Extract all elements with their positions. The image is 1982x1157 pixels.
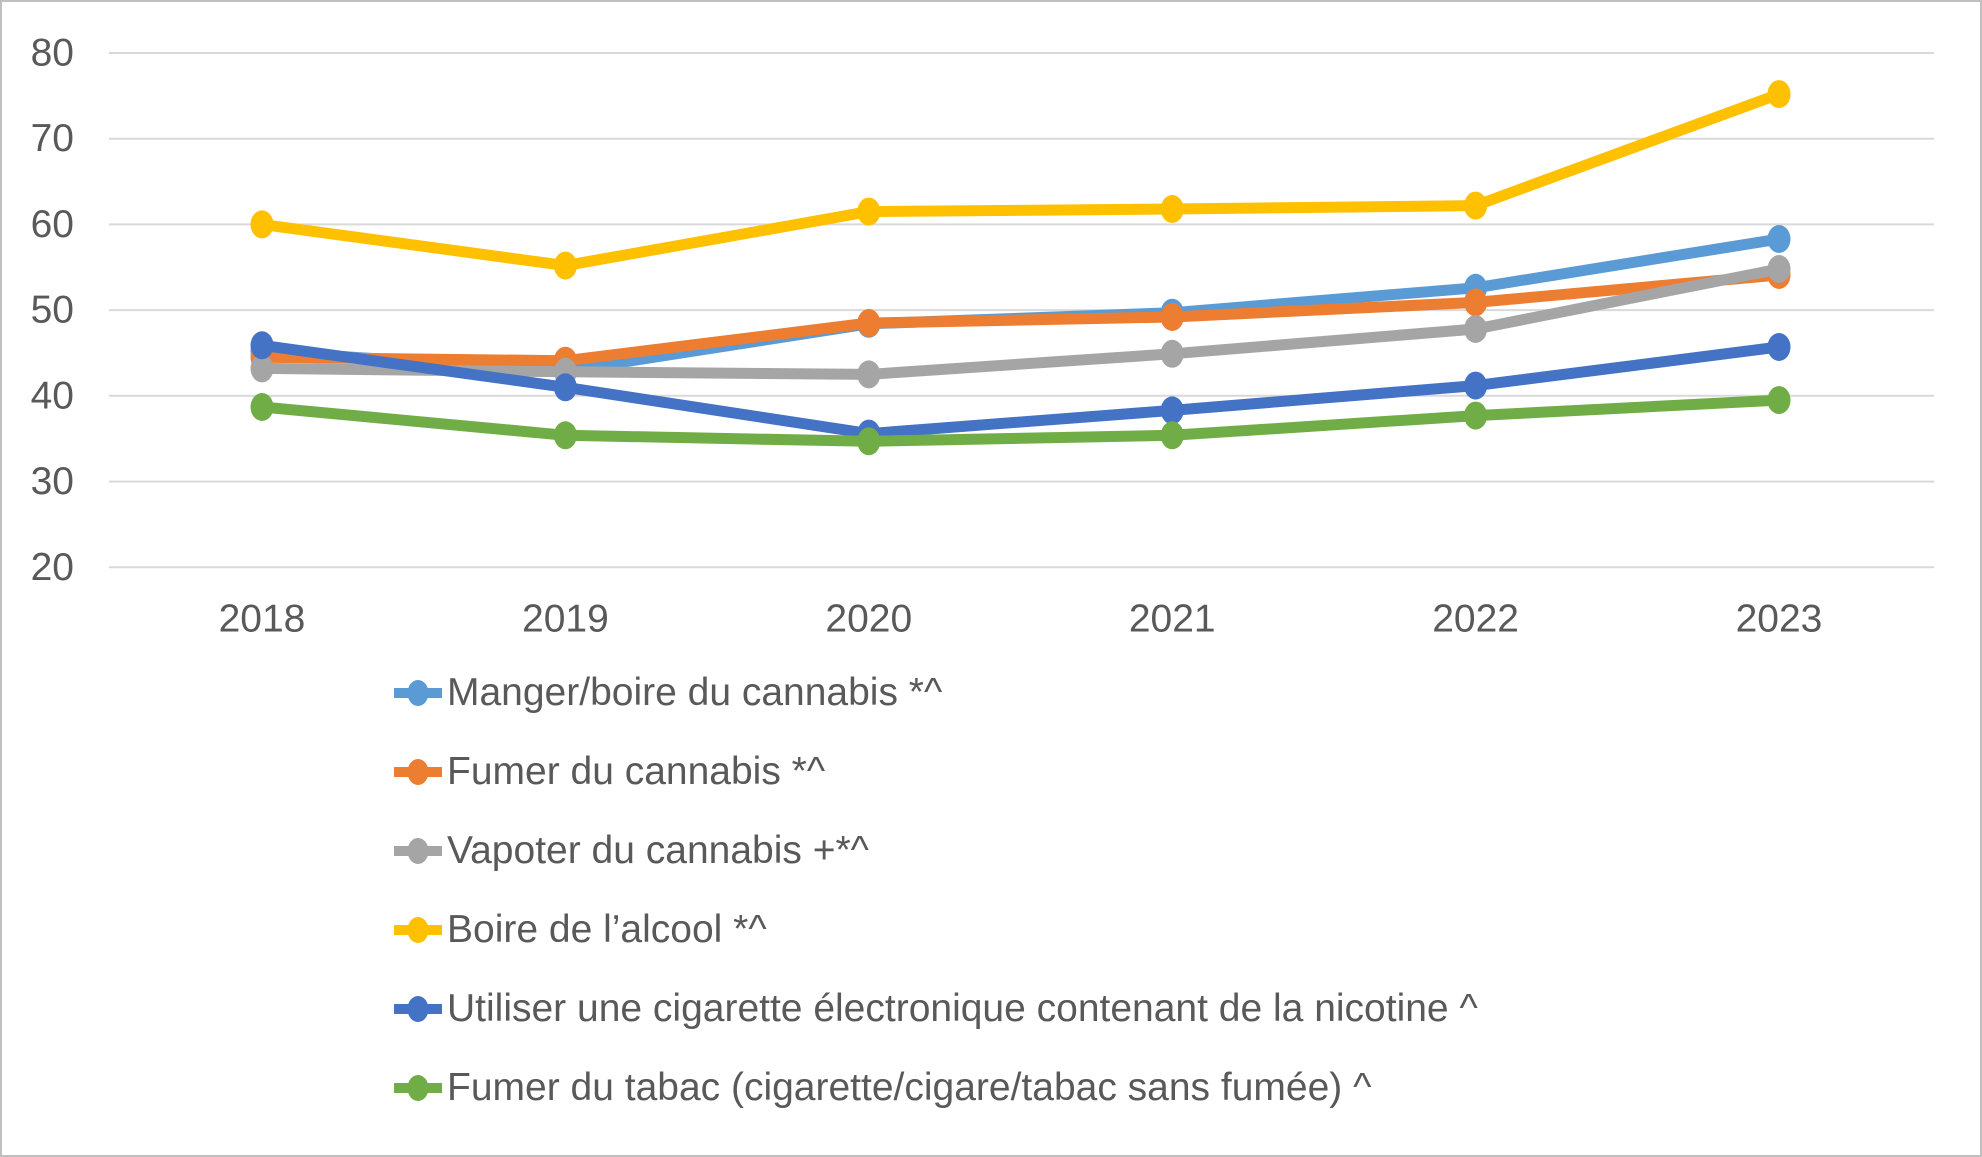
data-point-marker xyxy=(1767,255,1791,283)
data-point-marker xyxy=(857,427,881,456)
data-point-marker xyxy=(250,331,274,360)
legend-item-label: Manger/boire du cannabis *^ xyxy=(447,670,943,714)
data-point-marker xyxy=(1767,386,1791,415)
data-point-marker xyxy=(1160,421,1184,450)
legend-item: Fumer du cannabis *^ xyxy=(394,732,1478,811)
legend-item-label: Fumer du cannabis *^ xyxy=(447,749,826,793)
data-point-marker xyxy=(553,421,577,450)
data-point-marker xyxy=(1767,225,1791,253)
legend-item: Fumer du tabac (cigarette/cigare/tabac s… xyxy=(394,1048,1478,1127)
legend-item-label: Utiliser une cigarette électronique cont… xyxy=(447,986,1478,1030)
legend-item: Boire de l’alcool *^ xyxy=(394,890,1478,969)
data-point-marker xyxy=(1464,371,1488,400)
data-point-marker xyxy=(1464,401,1488,430)
x-axis-tick-label: 2023 xyxy=(1736,598,1823,641)
data-point-marker xyxy=(1464,191,1488,220)
data-point-marker xyxy=(857,360,881,389)
data-point-marker xyxy=(857,197,881,226)
legend-marker-icon xyxy=(394,679,442,706)
series-line xyxy=(256,339,1785,440)
data-point-marker xyxy=(250,393,274,421)
data-point-marker xyxy=(250,210,274,239)
data-point-marker xyxy=(1160,195,1184,223)
series-line xyxy=(256,269,1785,367)
data-point-marker xyxy=(553,373,577,402)
y-axis-tick-label: 40 xyxy=(31,374,74,417)
data-point-marker xyxy=(1464,288,1488,317)
x-axis-tick-label: 2022 xyxy=(1432,598,1519,641)
data-point-marker xyxy=(1767,333,1791,361)
legend-marker-icon xyxy=(394,758,442,785)
legend-marker-icon xyxy=(394,837,442,864)
y-axis-tick-label: 30 xyxy=(31,460,74,503)
legend: Manger/boire du cannabis *^ Fumer du cann… xyxy=(394,653,1478,1127)
data-point-marker xyxy=(553,251,577,280)
data-point-marker xyxy=(1160,339,1184,368)
legend-marker-icon xyxy=(394,995,442,1022)
series-line xyxy=(256,394,1785,447)
legend-item: Manger/boire du cannabis *^ xyxy=(394,653,1478,732)
series-line xyxy=(256,263,1785,380)
data-point-marker xyxy=(1160,303,1184,331)
legend-item-label: Boire de l’alcool *^ xyxy=(447,907,767,951)
y-axis-tick-label: 60 xyxy=(31,203,74,246)
y-axis-tick-label: 80 xyxy=(31,32,74,75)
data-point-marker xyxy=(1464,315,1488,343)
y-axis-tick-label: 50 xyxy=(31,289,74,332)
x-axis-tick-label: 2021 xyxy=(1129,598,1216,641)
data-point-marker xyxy=(1160,396,1184,425)
legend-item: Vapoter du cannabis +*^ xyxy=(394,811,1478,890)
x-axis-tick-label: 2020 xyxy=(825,598,912,641)
legend-item-label: Fumer du tabac (cigarette/cigare/tabac s… xyxy=(447,1065,1372,1109)
data-point-marker xyxy=(857,309,881,337)
legend-item-label: Vapoter du cannabis +*^ xyxy=(447,828,869,872)
legend-marker-icon xyxy=(394,1074,442,1101)
x-axis-tick-label: 2018 xyxy=(219,598,306,641)
y-axis-tick-label: 70 xyxy=(31,117,74,160)
legend-item: Utiliser une cigarette électronique cont… xyxy=(394,969,1478,1048)
legend-marker-icon xyxy=(394,916,442,943)
series-line xyxy=(256,88,1785,272)
y-axis-tick-label: 20 xyxy=(31,546,74,589)
data-point-marker xyxy=(1767,80,1791,109)
x-axis-tick-label: 2019 xyxy=(522,598,609,641)
data-point-marker xyxy=(250,354,274,383)
plot-area: 80 70 60 50 40 30 20 2018 2019 2020 2021 2022 2023 xyxy=(31,32,1934,641)
